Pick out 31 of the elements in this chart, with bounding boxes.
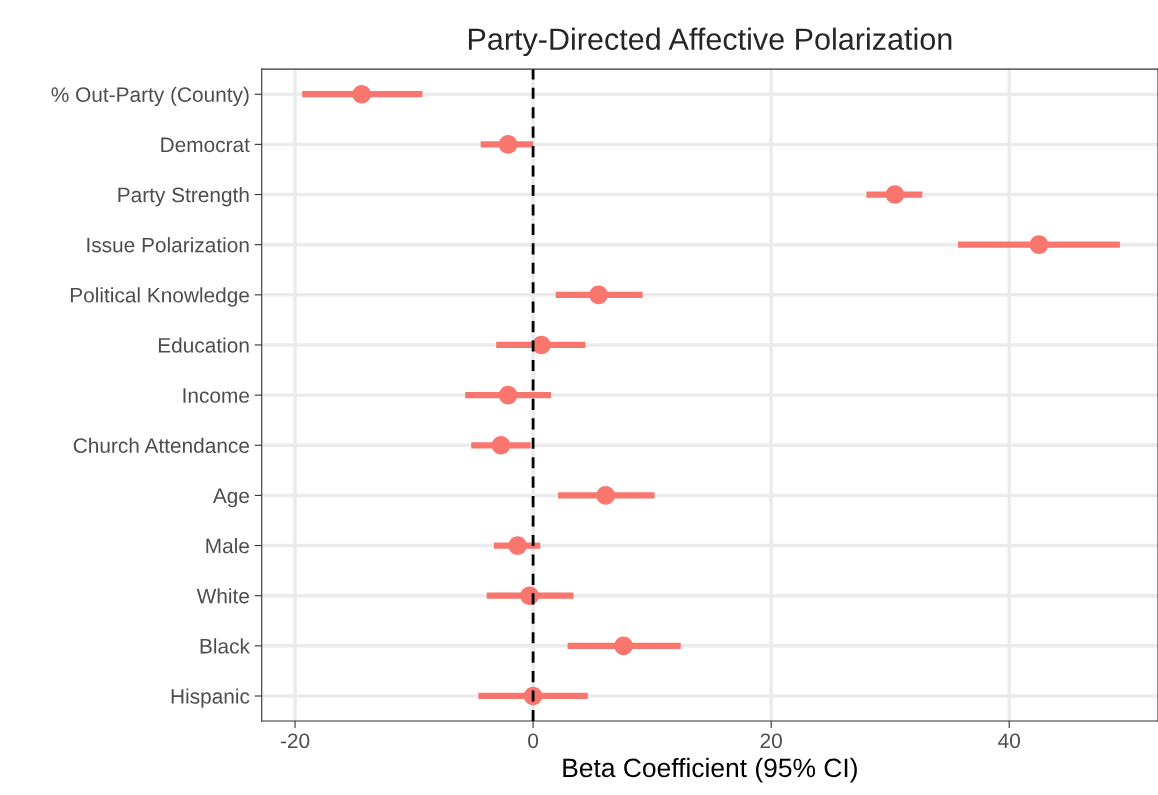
point [523,686,543,706]
y-tick-label: Age [212,488,249,508]
x-tick-label: -20 [280,733,310,749]
y-tick-label: Church Attendance [73,437,249,454]
y-tick-label: Male [206,538,249,554]
point [352,84,372,104]
y-tick-label: Party Strength [118,186,249,207]
y-tick-label: White [196,588,249,604]
y-tick-label: Issue Polarization [87,237,249,253]
x-tick-label: 20 [760,733,782,749]
y-tick-label: Political Knowledge [70,287,249,307]
point [498,135,518,154]
point [614,636,633,656]
x-tick-label: 0 [528,733,539,749]
point [885,185,905,204]
y-tick-label: Hispanic [171,688,250,708]
x-tick-label: 40 [998,733,1020,749]
point [491,435,511,455]
x-axis-title: Beta Coefficient (95% CI) [563,757,857,783]
chart-title: Party-Directed Affective Polarization [468,27,952,57]
y-tick-label: Democrat [161,137,250,153]
y-tick-label: Education [158,337,249,353]
point [589,285,608,305]
y-tick-label: Income [183,388,249,403]
y-tick-label: Black [200,638,250,654]
point [596,486,616,505]
y-tick-label: % Out-Party (County) [51,86,249,107]
point [1029,235,1049,254]
point [508,536,527,555]
point [498,385,518,405]
point [532,335,551,355]
